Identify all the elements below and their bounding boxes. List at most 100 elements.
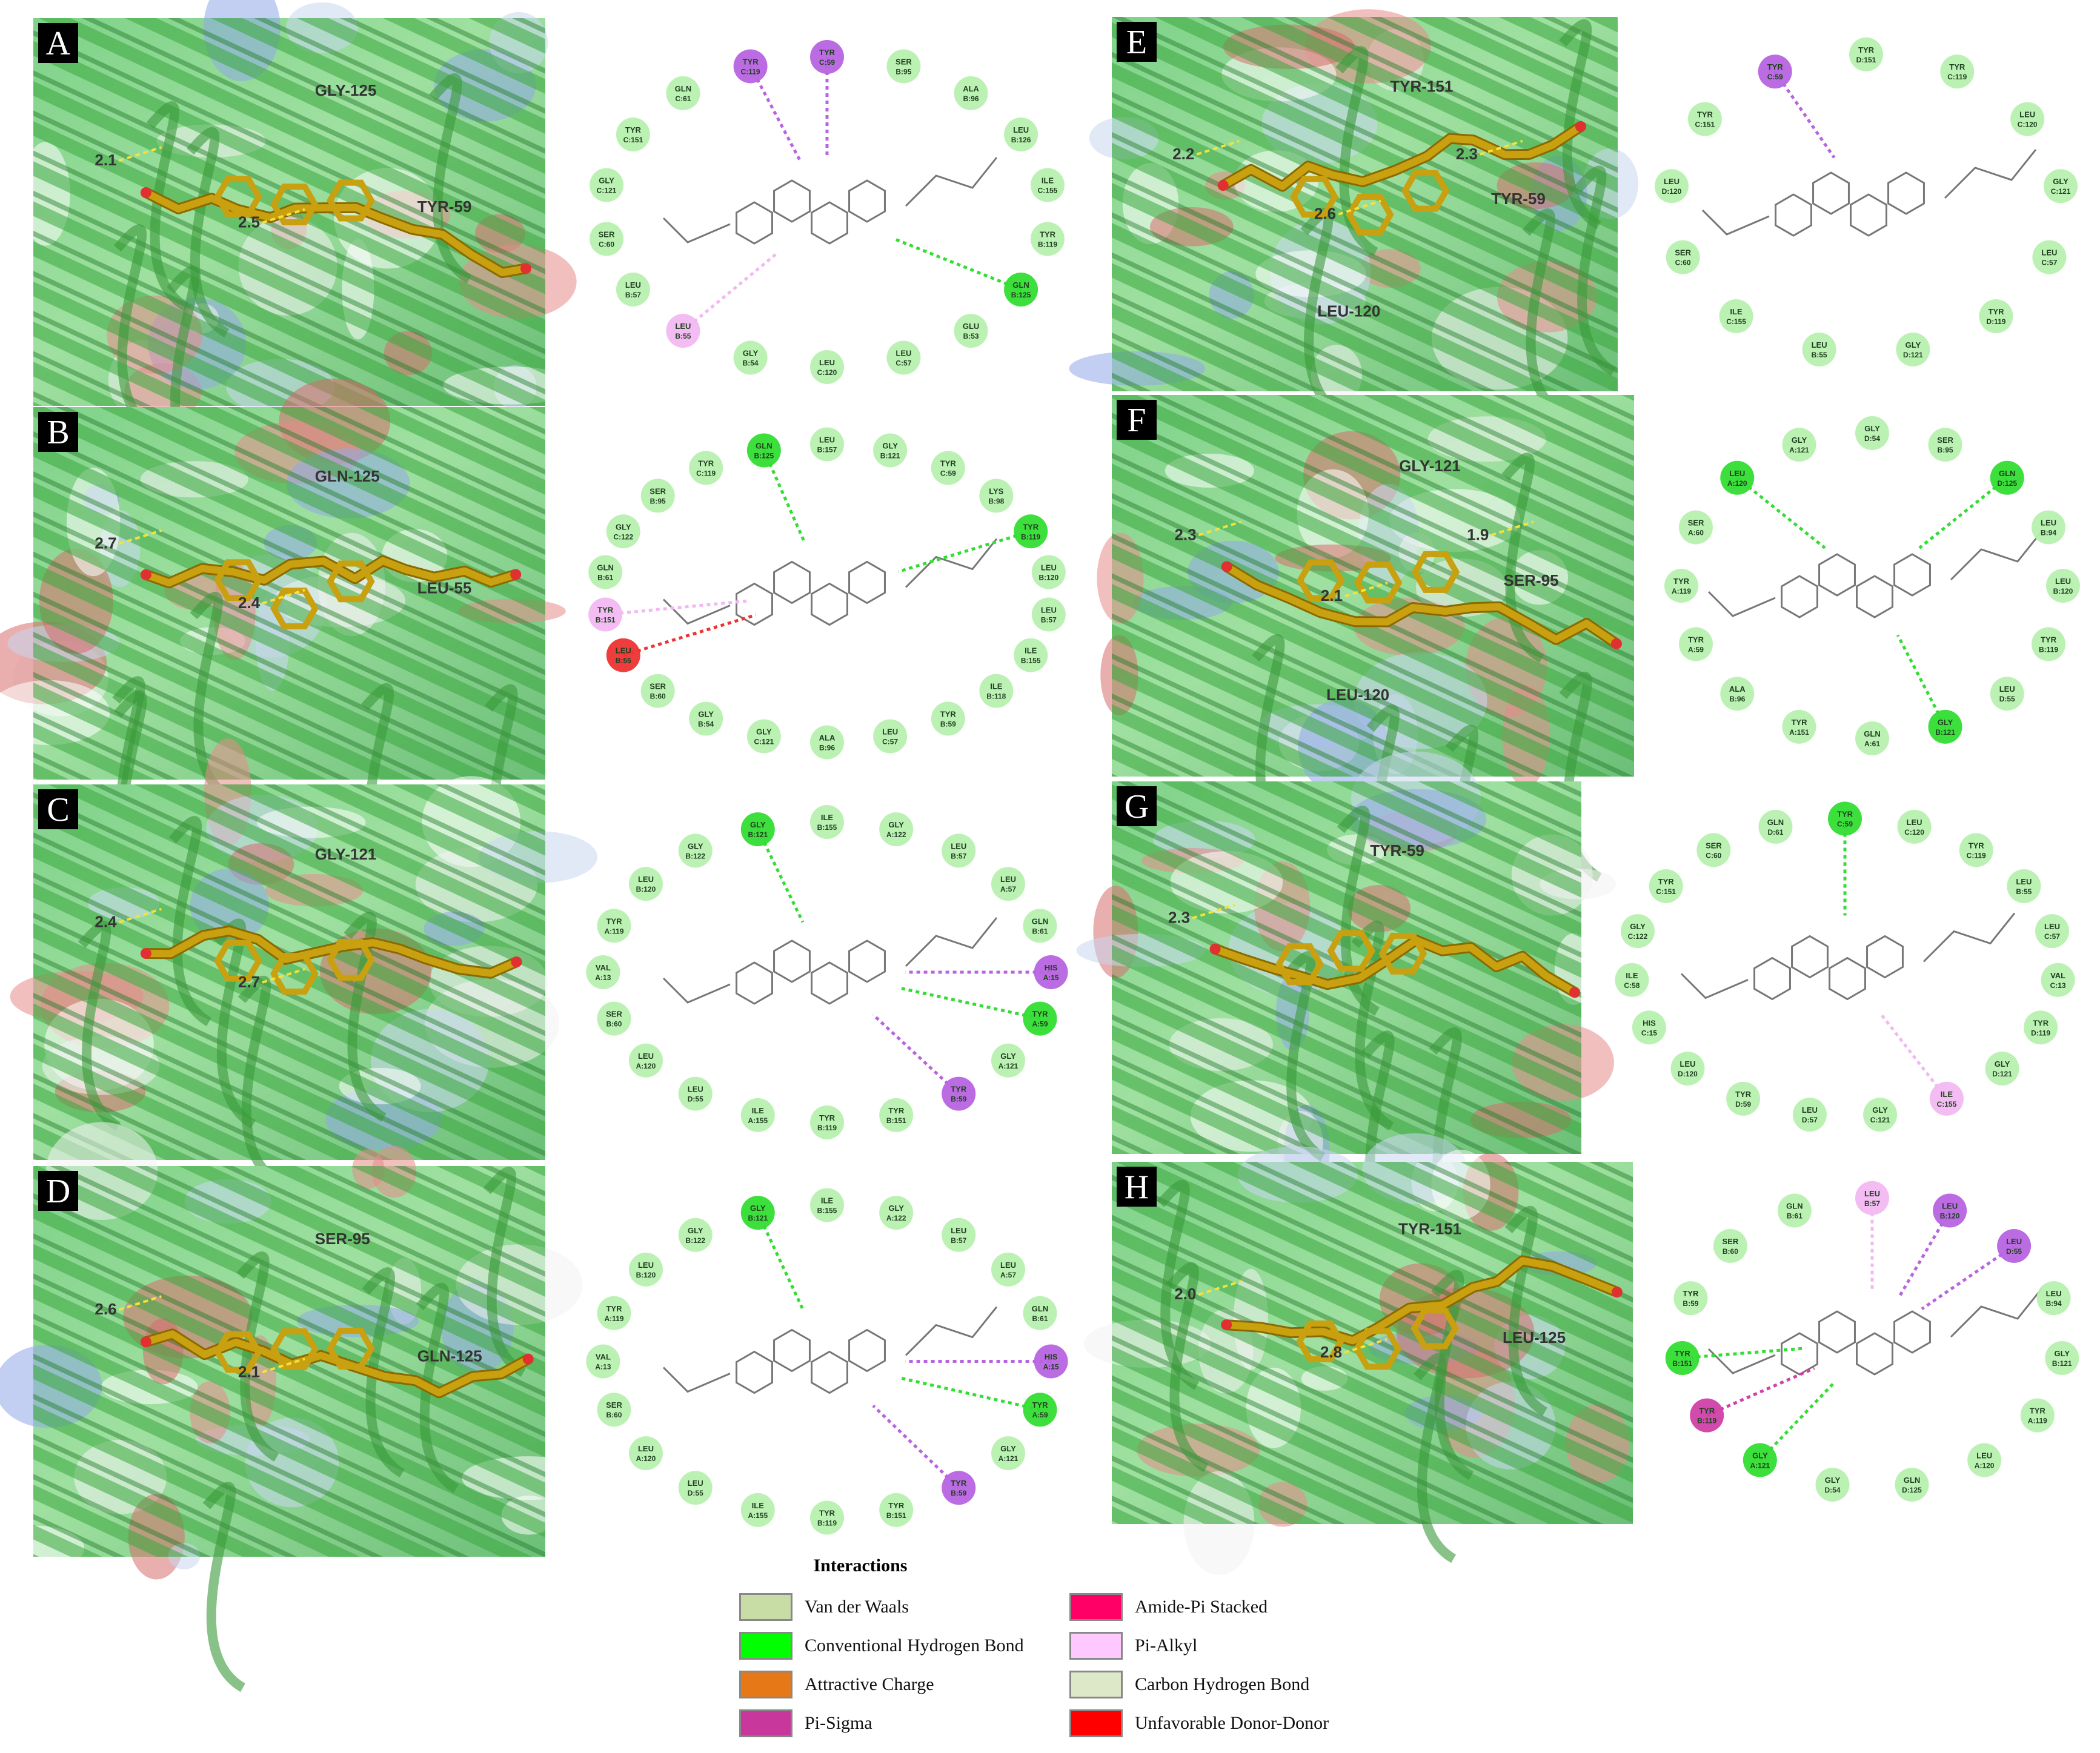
residue-name: LEU (1976, 1451, 1992, 1460)
residue-id: C:122 (613, 532, 633, 541)
ligand-ring (1411, 551, 1460, 593)
residue-id: A:155 (748, 1116, 768, 1125)
residue-name: LEU (675, 322, 691, 331)
residue-name: LEU (2041, 519, 2056, 528)
residue-name: TYR (1767, 62, 1784, 71)
residue-name: TYR (888, 1501, 905, 1510)
residue-circle (810, 1105, 844, 1139)
panel-letter-box (38, 23, 78, 63)
residue-id: A:57 (1000, 885, 1016, 893)
ligand-ring-2d (1812, 171, 1850, 215)
ligand-backbone (1224, 563, 1619, 647)
residue-id: C:57 (2044, 932, 2060, 941)
residue-id: A:120 (636, 1062, 656, 1070)
residue-name: SER (606, 1400, 622, 1410)
residue-name: SER (650, 682, 666, 691)
oxygen-atom (1610, 638, 1622, 649)
ligand-side-chain (662, 217, 731, 244)
residue-name: GLY (1906, 340, 1921, 350)
distance-label: 2.2 (1172, 145, 1194, 163)
residue-id: B:96 (819, 744, 835, 752)
residue-node: TYR C:151 (1687, 102, 1722, 136)
residue-name: TYR (1675, 1349, 1691, 1358)
ligand-ring-2d (811, 961, 848, 1005)
residue-circle (810, 40, 844, 74)
residue-circle (886, 49, 921, 84)
residue-id: B:118 (986, 692, 1006, 701)
residue-3d-label: LEU-125 (1503, 1328, 1566, 1347)
beta-strand (1558, 19, 1602, 230)
residue-circle (1990, 460, 2024, 495)
residue-name: GLN (597, 563, 613, 572)
residue-circle (1782, 428, 1816, 462)
legend-label: Pi-Sigma (805, 1713, 872, 1733)
interaction-line (756, 1212, 805, 1310)
ligand-ring-2d (1856, 575, 1893, 618)
oxygen-atom (1569, 987, 1581, 998)
residue-name: GLN (1999, 469, 2015, 478)
residue-id: B:120 (636, 1271, 656, 1279)
residue-name: TYR (1040, 230, 1056, 239)
ligand-side-chain (1701, 209, 1770, 236)
docking-pose-panel-d: 2.6 2.1 SER-95 GLN-125 D (0, 1122, 594, 1692)
residue-id: C:13 (2050, 981, 2066, 990)
residue-id: A:119 (604, 1314, 623, 1323)
residue-name: LEU (1812, 340, 1827, 350)
residue-id: B:119 (817, 1519, 837, 1528)
residue-name: LEU (882, 727, 898, 737)
residue-id: A:120 (1975, 1462, 1995, 1470)
residue-circle (2032, 510, 2066, 545)
residue-name: LEU (625, 280, 641, 290)
residue-name: LEU (638, 1444, 654, 1453)
ligand-ring (214, 559, 262, 601)
residue-name: SER (650, 486, 666, 495)
residue-name: GLN (1786, 1201, 1803, 1210)
residue-3d-label: LEU-120 (1326, 686, 1389, 704)
residue-name: GLY (1630, 922, 1646, 931)
residue-id: B:155 (817, 823, 837, 832)
residue-id: C:119 (1947, 73, 1967, 81)
residue-name: TYR (1683, 1289, 1699, 1298)
residue-name: TYR (819, 1113, 836, 1122)
residue-circle (1666, 240, 1700, 274)
residue-id: B:59 (940, 720, 956, 728)
residue-id: B:151 (886, 1511, 906, 1520)
residue-id: A:15 (1043, 973, 1059, 982)
hbond-dash (118, 907, 162, 924)
protein-ribbon (1112, 395, 1634, 777)
residue-id: C:121 (1870, 1116, 1890, 1124)
legend-item: Pi-Sigma (739, 1708, 872, 1738)
residue-circle (666, 314, 700, 348)
hbond-dash (118, 1295, 162, 1311)
residue-name: GLN (1864, 729, 1880, 738)
residue-circle (810, 427, 844, 462)
residue-id: B:157 (817, 446, 837, 454)
residue-id: B:122 (685, 1236, 705, 1245)
residue-id: D:120 (1662, 187, 1682, 196)
residue-circle (2024, 1010, 2058, 1045)
interaction-line (623, 613, 757, 657)
residue-circle (588, 597, 623, 632)
residue-name: TYR (1658, 877, 1675, 886)
residue-name: LEU (1907, 818, 1922, 827)
residue-name: GLY (688, 841, 703, 850)
residue-id: A:120 (636, 1454, 656, 1463)
residue-id: B:151 (886, 1116, 906, 1125)
